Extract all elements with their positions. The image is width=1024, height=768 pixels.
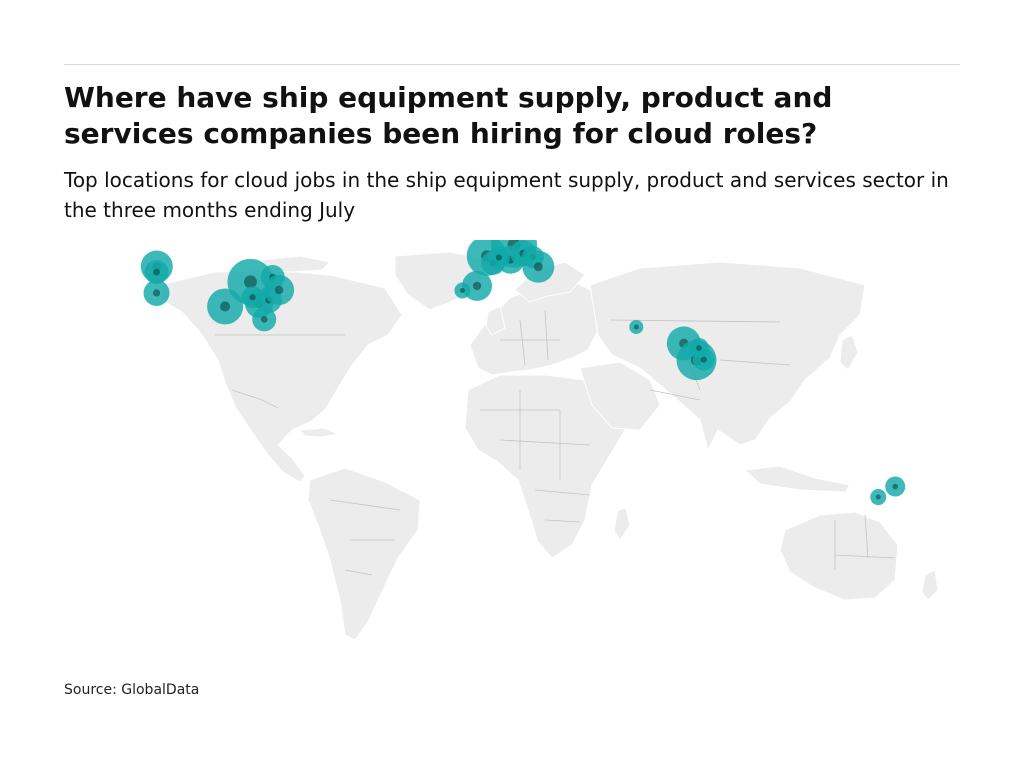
location-center-4	[244, 275, 257, 289]
border-us-mexico	[231, 389, 279, 409]
chart-subtitle: Top locations for cloud jobs in the ship…	[64, 168, 949, 222]
land-asia	[589, 261, 866, 452]
borders-layer	[215, 309, 896, 576]
border-europe	[500, 309, 560, 366]
land-caribbean	[298, 427, 340, 438]
land-africa	[464, 374, 626, 559]
land-australia	[779, 511, 899, 601]
location-center-26	[696, 345, 702, 351]
border-south-america	[329, 499, 401, 576]
border-africa-south	[534, 489, 591, 523]
land-japan	[839, 334, 859, 371]
location-center-27	[892, 483, 899, 490]
world-map	[140, 240, 939, 641]
land-middle-east	[579, 361, 661, 431]
location-center-18	[533, 262, 543, 272]
source-note: Source: GlobalData	[64, 682, 200, 698]
location-center-2	[153, 268, 160, 276]
location-center-9	[249, 294, 256, 301]
land-greenland	[394, 251, 489, 311]
land-uk	[485, 305, 506, 336]
border-africa-north	[480, 390, 591, 480]
chart-title: Where have ship equipment supply, produc…	[64, 81, 833, 150]
land-south-america	[307, 467, 421, 641]
land-indonesia	[743, 465, 851, 493]
location-center-19	[495, 254, 502, 261]
land-madagascar	[613, 507, 631, 541]
location-center-25	[700, 356, 707, 363]
location-center-10	[260, 316, 268, 323]
location-center-21	[459, 288, 465, 294]
land-layer	[159, 251, 939, 641]
location-center-3	[152, 289, 161, 297]
location-center-22	[633, 324, 639, 330]
border-australia	[834, 514, 896, 570]
location-center-20	[472, 281, 482, 291]
location-bubbles	[140, 240, 906, 506]
location-center-6	[220, 301, 231, 312]
top-rule	[64, 64, 960, 65]
location-center-11	[274, 285, 284, 295]
land-new-zealand	[921, 569, 939, 601]
location-center-28	[875, 494, 881, 500]
